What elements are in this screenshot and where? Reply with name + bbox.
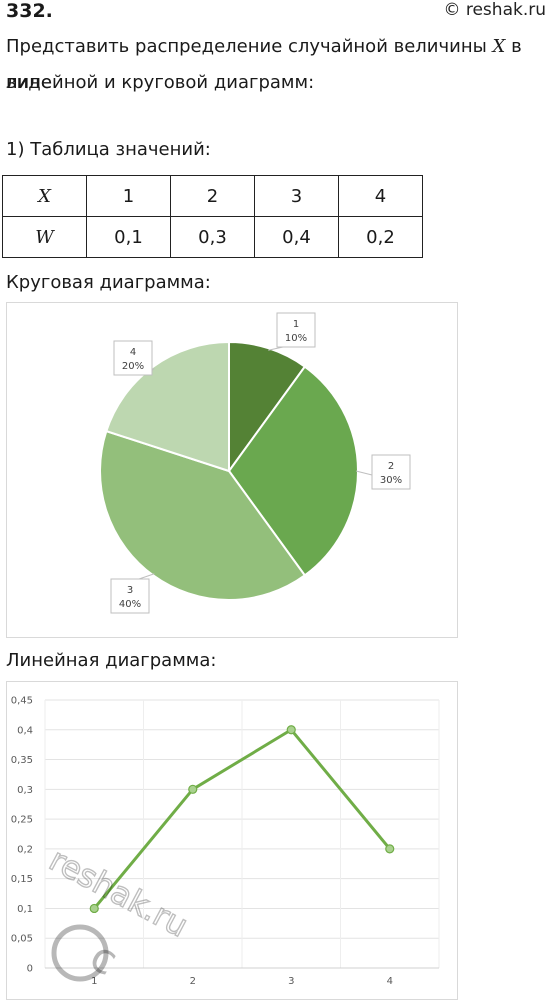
table-row: X 1 2 3 4 <box>2 175 423 217</box>
callout-box <box>276 312 316 348</box>
y-tick-label: 0,05 <box>11 934 33 945</box>
table-cell: 0,4 <box>254 216 339 258</box>
table-cell: 0,1 <box>86 216 171 258</box>
table-heading: 1) Таблица значений: <box>6 139 211 160</box>
pie-category-label: 3 <box>127 585 133 596</box>
x-tick-label: 2 <box>190 976 196 987</box>
pie-slice-3 <box>99 429 307 601</box>
pie-percent-label: 30% <box>380 475 402 486</box>
y-tick-label: 0,1 <box>17 904 33 915</box>
problem-number: 332. <box>6 0 53 22</box>
task-line-1: Представить распределение случайной вели… <box>6 29 552 101</box>
task-text-a: Представить распределение случайной вели… <box>6 36 493 57</box>
table-cell: 4 <box>338 175 423 217</box>
x-tick-label: 1 <box>91 976 97 987</box>
line-chart: 0 0,05 0,1 0,15 0,2 0,25 0,3 0,35 0,4 0,45 1 2 3 4 <box>11 696 440 987</box>
y-tick-label: 0,25 <box>11 815 33 826</box>
pie-chart: 1 10% 2 30% 3 40% 4 20% <box>99 312 411 614</box>
y-tick-label: 0,35 <box>11 755 33 766</box>
pie-category-label: 4 <box>130 347 136 358</box>
x-tick-label: 3 <box>288 976 294 987</box>
pie-heading: Круговая диаграмма: <box>6 272 211 293</box>
callout-leader <box>355 470 373 476</box>
callout-box <box>371 454 411 490</box>
pie-percent-label: 10% <box>285 333 307 344</box>
table-cell: 1 <box>86 175 171 217</box>
pie-percent-label: 20% <box>122 361 144 372</box>
callout-box <box>110 578 150 614</box>
y-tick-label: 0,3 <box>17 785 33 796</box>
y-tick-label: 0,2 <box>17 844 33 855</box>
line-chart-frame: 0 0,05 0,1 0,15 0,2 0,25 0,3 0,35 0,4 0,45 1 2 3 4 <box>6 681 458 1000</box>
data-point-4 <box>385 844 395 854</box>
line-heading: Линейная диаграмма: <box>6 650 217 671</box>
y-tick-label: 0,4 <box>17 725 33 736</box>
y-tick-label: 0,45 <box>11 696 33 707</box>
row-label-w: W <box>2 216 87 258</box>
task-line-2: линейной и круговой диаграмм: <box>6 72 315 93</box>
row-label-x: X <box>2 175 87 217</box>
site-credit: © reshak.ru <box>443 0 546 20</box>
pie-category-label: 1 <box>293 319 299 330</box>
x-tick-label: 4 <box>387 976 393 987</box>
data-point-1 <box>89 903 99 914</box>
pie-chart-frame: 1 10% 2 30% 3 40% 4 20% <box>6 302 458 638</box>
pie-slice-1 <box>228 340 307 475</box>
data-point-3 <box>286 725 296 735</box>
table-cell: 0,3 <box>170 216 255 258</box>
table-cell: 0,2 <box>338 216 423 258</box>
values-table: X 1 2 3 4 W 0,1 0,3 0,4 0,2 <box>2 175 423 258</box>
table-cell: 3 <box>254 175 339 217</box>
callout-leader <box>268 346 284 351</box>
callout-leader <box>138 573 155 580</box>
series-line <box>93 728 391 910</box>
table-cell: 2 <box>170 175 255 217</box>
callout-box <box>113 340 153 376</box>
pie-percent-label: 40% <box>119 599 141 610</box>
task-text-b: в виде <box>6 36 522 93</box>
y-tick-label: 0,15 <box>11 874 33 885</box>
task-variable: X <box>492 36 506 57</box>
y-tick-label: 0 <box>27 964 33 975</box>
data-point-2 <box>188 784 198 794</box>
pie-slice-4 <box>105 340 230 473</box>
pie-category-label: 2 <box>388 461 394 472</box>
table-row: W 0,1 0,3 0,4 0,2 <box>2 216 423 258</box>
